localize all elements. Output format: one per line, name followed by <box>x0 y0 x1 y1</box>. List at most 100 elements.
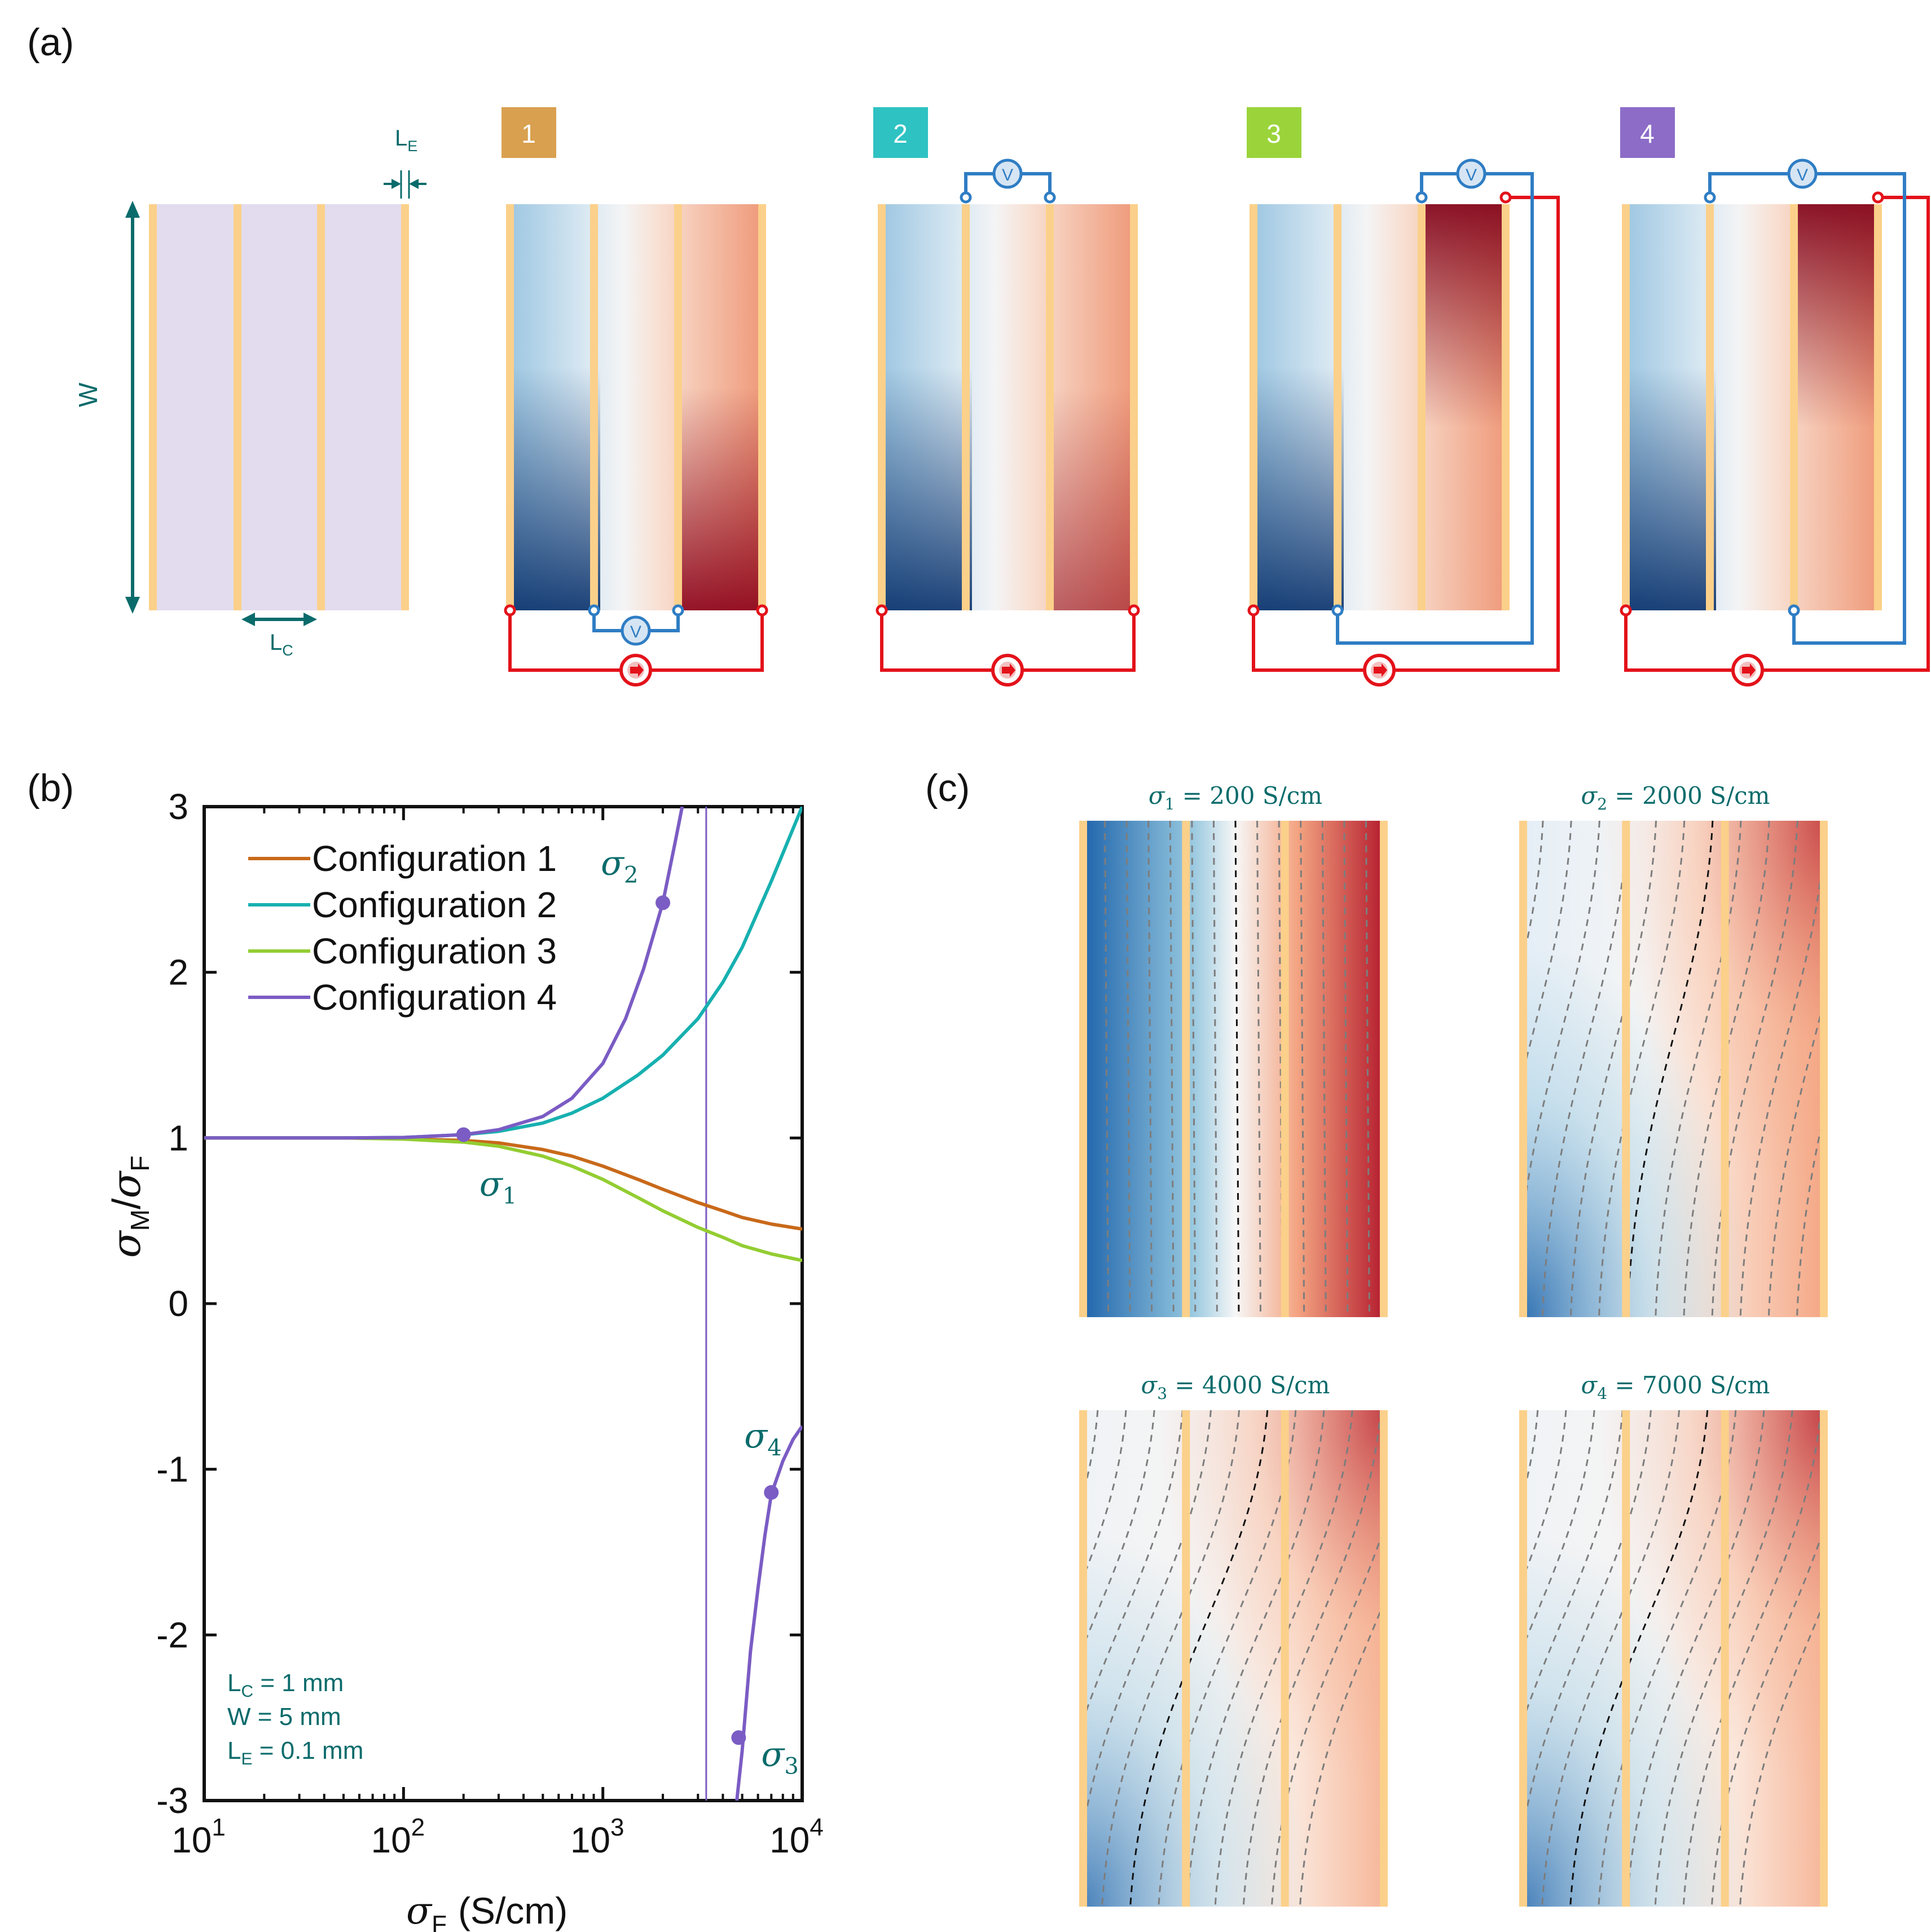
configuration-1-schematic: 1 V <box>502 107 768 686</box>
contour-line <box>1365 821 1370 1317</box>
geometry-schematic: W LC LE <box>73 126 426 659</box>
sample-region <box>151 204 408 610</box>
electrode <box>1502 204 1510 610</box>
contour-line <box>1739 1591 1828 1907</box>
potential-map-2: σ2 = 2000 S/cm <box>1519 782 1828 1317</box>
y-tick-label: -1 <box>156 1449 188 1490</box>
series-line-configuration-4-branch <box>735 1425 802 1801</box>
x-axis-label: σF (S/cm) <box>406 1889 568 1932</box>
electrode-4 <box>401 204 409 610</box>
map-title: σ3 = 4000 S/cm <box>1141 1371 1330 1403</box>
y-tick-label: 1 <box>168 1117 188 1158</box>
electrode <box>1874 204 1882 610</box>
potential-map-3: σ3 = 4000 S/cm <box>1079 1371 1388 1907</box>
voltage-circuit <box>1708 172 1906 645</box>
y-tick-label: -2 <box>156 1614 188 1655</box>
electrode <box>878 204 886 610</box>
voltmeter-label: V <box>1002 166 1013 184</box>
lc-label: LC <box>270 630 293 659</box>
config-badge-number: 4 <box>1640 119 1655 148</box>
marker-label: σ3 <box>761 1735 798 1779</box>
configuration-2-schematic: 2 V <box>873 107 1140 686</box>
panel-b-label: (b) <box>27 767 74 809</box>
contour-line <box>1598 821 1686 1317</box>
electrode <box>1418 204 1426 610</box>
contour-line <box>1767 983 1828 1317</box>
panel-a-label: (a) <box>27 21 74 64</box>
config-badge <box>1620 107 1675 158</box>
map-electrode <box>1380 821 1388 1317</box>
parameter-annotation: LE = 0.1 mm <box>227 1737 363 1768</box>
parameter-annotation: W = 5 mm <box>227 1703 341 1731</box>
config-badge-number: 1 <box>521 119 536 148</box>
contour-line <box>1169 821 1175 1317</box>
voltmeter-icon <box>1787 159 1818 189</box>
contour-lines <box>1083 1410 1388 1907</box>
contour-line <box>1343 821 1349 1317</box>
map-electrode <box>1281 1410 1289 1907</box>
voltmeter-label: V <box>1466 166 1477 184</box>
marker-label: σ1 <box>480 1164 517 1209</box>
voltmeter-icon <box>992 159 1023 189</box>
map-title: σ2 = 2000 S/cm <box>1581 782 1770 813</box>
electrode <box>1706 204 1714 610</box>
map-electrode <box>1622 1410 1630 1907</box>
contour-line <box>1655 821 1742 1317</box>
map-electrode <box>1380 1410 1388 1907</box>
marker-label: σ2 <box>601 843 638 888</box>
marker-point <box>764 1485 779 1500</box>
configuration-3-schematic: 3 V <box>1247 107 1560 686</box>
contour-line <box>1125 821 1131 1317</box>
config-badge <box>873 107 928 158</box>
map-electrode <box>1079 821 1087 1317</box>
config-badge-number: 2 <box>893 119 908 148</box>
contour-line <box>1796 1094 1828 1317</box>
legend-label: Configuration 3 <box>312 931 557 971</box>
y-tick-label: 2 <box>168 952 188 993</box>
electrode <box>1046 204 1054 610</box>
contour-line <box>1129 1410 1269 1907</box>
electrode <box>1790 204 1798 610</box>
contour-line <box>1242 1410 1382 1907</box>
electrode <box>1130 204 1138 610</box>
contour-line <box>1158 1410 1297 1907</box>
contour-line <box>1083 1410 1184 1723</box>
x-tick-label: 102 <box>371 1814 425 1860</box>
map-electrode <box>1281 821 1289 1317</box>
map-field-high <box>1523 1410 1828 1907</box>
contour-line <box>1523 1410 1624 1723</box>
contour-line <box>1300 821 1305 1317</box>
map-electrode <box>1182 821 1190 1317</box>
width-label: W <box>73 382 103 407</box>
electrode-3 <box>317 204 325 610</box>
contour-line <box>1104 821 1110 1317</box>
electrode <box>1250 204 1257 610</box>
voltmeter-label: V <box>1797 166 1808 184</box>
electrode-2 <box>234 204 241 610</box>
potential-maps: σ1 = 200 S/cm σ2 = 2000 S/cm σ3 = 4000 S/c… <box>1079 782 1828 1907</box>
potential-map-4: σ4 = 7000 S/cm <box>1519 1371 1828 1907</box>
contour-line <box>1083 1410 1099 1498</box>
map-electrode <box>1820 1410 1828 1907</box>
map-title: σ1 = 200 S/cm <box>1149 782 1322 813</box>
map-electrode <box>1622 821 1630 1317</box>
contour-line <box>1234 821 1240 1317</box>
panel-c-label: (c) <box>925 767 970 809</box>
contour-line <box>1299 1591 1388 1907</box>
lc-arrow <box>241 613 317 626</box>
current-circuit <box>1624 196 1930 672</box>
potential-map-1: σ1 = 200 S/cm <box>1079 782 1388 1317</box>
map-electrode <box>1721 1410 1729 1907</box>
legend-label: Configuration 4 <box>312 977 557 1018</box>
contour-line <box>1191 821 1197 1317</box>
legend-label: Configuration 2 <box>312 884 557 925</box>
contour-line <box>1147 821 1153 1317</box>
electrode <box>1334 204 1341 610</box>
le-label: LE <box>395 126 417 155</box>
y-tick-label: 0 <box>168 1283 188 1324</box>
panel-c: (c) σ1 = 200 S/cm σ2 = 2000 S/cm σ3 = 4000… <box>925 767 1828 1907</box>
contour-line <box>1186 1410 1325 1907</box>
contour-line <box>1256 821 1262 1317</box>
map-field-high <box>1083 1410 1388 1907</box>
